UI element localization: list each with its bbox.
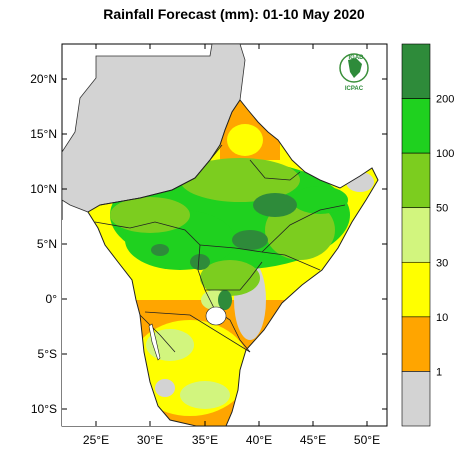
colorbar-bin	[401, 371, 431, 427]
lon-label-30e: 30°E	[137, 433, 163, 447]
colorbar-bin	[401, 261, 431, 318]
colorbar-threshold-label: 200	[436, 94, 454, 106]
axis-ticks	[62, 44, 387, 426]
colorbar-bin	[401, 207, 431, 263]
lat-label-15n: 15°N	[30, 127, 57, 141]
lake-victoria	[205, 306, 227, 326]
lat-label-0: 0°	[46, 292, 58, 306]
lon-label-40e: 40°E	[246, 433, 272, 447]
lat-label-20n: 20°N	[30, 72, 57, 86]
igad-icpac-logo: IGAD ICPAC	[339, 53, 369, 92]
lat-label-10s: 10°S	[31, 402, 57, 416]
map-title: Rainfall Forecast (mm): 01-10 May 2020	[103, 6, 365, 22]
lon-label-45e: 45°E	[300, 433, 326, 447]
lat-label-10n: 10°N	[30, 182, 57, 196]
band-over-200	[253, 193, 297, 217]
colorbar-bin	[401, 152, 431, 209]
colorbar-bin	[401, 98, 431, 154]
africa-icon	[348, 58, 362, 78]
lake-tanganyika	[148, 323, 161, 361]
colorbar-threshold-label: 1	[436, 366, 442, 378]
colorbar-threshold-label: 100	[436, 148, 454, 160]
lon-label-25e: 25°E	[83, 433, 109, 447]
lat-label-5n: 5°N	[37, 237, 57, 251]
lon-label-35e: 35°E	[192, 433, 218, 447]
lon-label-50e: 50°E	[354, 433, 380, 447]
colorbar-bin	[401, 316, 431, 372]
colorbar-threshold-label: 10	[436, 312, 448, 324]
logo-top-text: IGAD	[349, 55, 365, 61]
colorbar-bin	[401, 43, 431, 99]
colorbar-threshold-label: 50	[436, 203, 448, 215]
colorbar: 200 100 50 30 10 1	[401, 43, 454, 427]
colorbar-threshold-label: 30	[436, 257, 448, 269]
logo-bottom-text: ICPAC	[345, 86, 364, 92]
lat-label-5s: 5°S	[38, 347, 57, 361]
